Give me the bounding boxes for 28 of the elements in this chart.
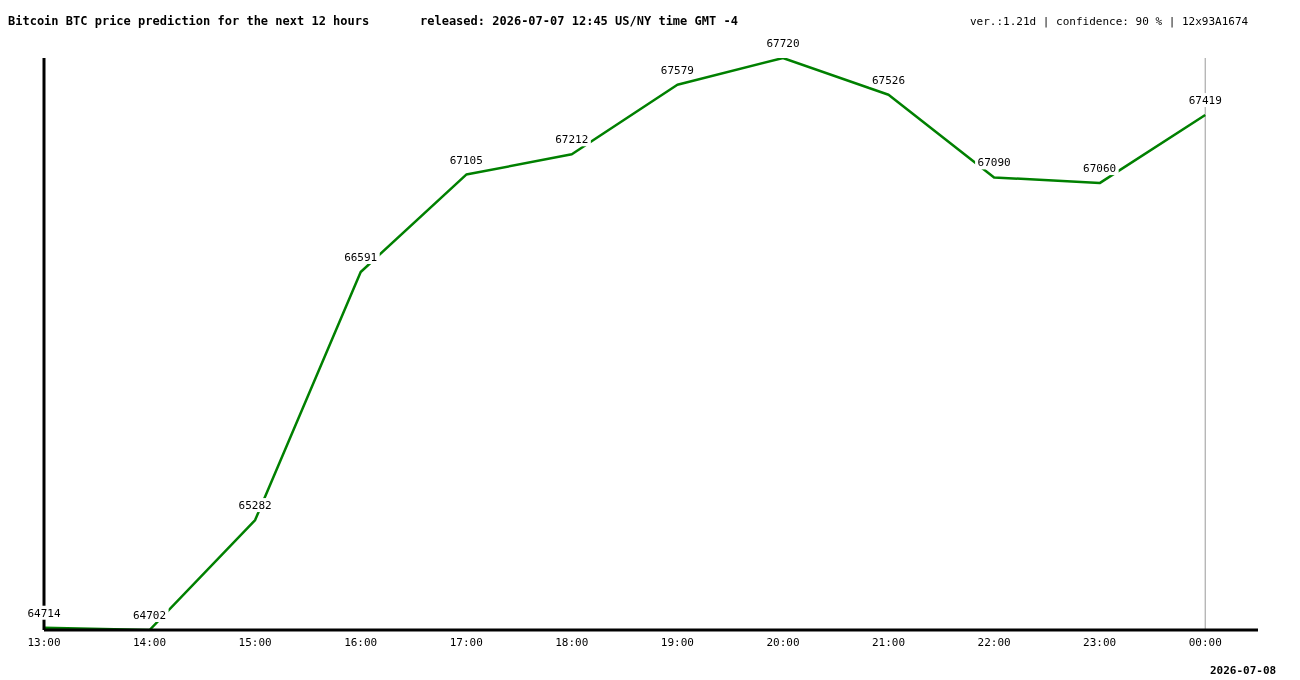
x-tick-label: 21:00 — [871, 635, 906, 649]
x-tick-label: 14:00 — [133, 635, 167, 649]
x-tick-label: 22:00 — [977, 635, 1011, 649]
x-tick-label: 19:00 — [660, 635, 694, 649]
data-label: 64714 — [27, 606, 61, 620]
x-tick-label: 15:00 — [238, 635, 272, 649]
x-tick-label: 23:00 — [1083, 635, 1117, 649]
x-tick-label: 18:00 — [555, 635, 589, 649]
data-label: 67105 — [449, 153, 483, 167]
data-label: 67526 — [871, 73, 906, 87]
x-tick-label: 20:00 — [766, 635, 800, 649]
chart-subtitle: released: 2026-07-07 12:45 US/NY time GMT -4 — [420, 14, 738, 28]
x-tick-label: 16:00 — [344, 635, 378, 649]
data-label: 67090 — [977, 156, 1011, 170]
text: ver.:1.21d | confidence: 90 % | 12x93A1674 — [970, 15, 1249, 28]
data-label: 67212 — [555, 133, 589, 147]
data-label: 67720 — [766, 37, 800, 50]
data-label: 66591 — [344, 250, 378, 264]
chart-title: Bitcoin BTC price prediction for the next 12 hours — [8, 14, 370, 28]
data-label: 67579 — [660, 63, 694, 77]
data-label: 67419 — [1188, 94, 1222, 108]
x-tick-label: 17:00 — [449, 635, 483, 649]
text: 2026-07-08 — [1210, 664, 1277, 677]
data-label: 67060 — [1083, 162, 1117, 176]
x-tick-label: 13:00 — [27, 635, 61, 649]
data-label: 64702 — [133, 609, 167, 622]
x-tick-label: 00:00 — [1188, 635, 1222, 649]
data-label: 65282 — [238, 499, 272, 513]
